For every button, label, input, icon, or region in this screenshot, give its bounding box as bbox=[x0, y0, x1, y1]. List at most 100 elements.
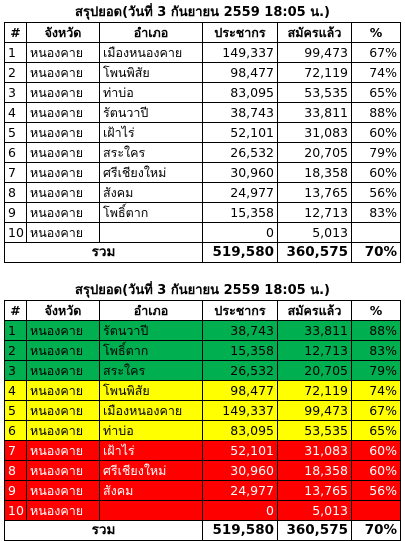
data-row: 3 หนองคาย ท่าบ่อ 83,095 53,535 65% bbox=[4, 82, 402, 103]
table-cell: 56% bbox=[350, 182, 402, 203]
table-cell: 149,337 bbox=[202, 400, 278, 421]
data-row: 1 หนองคาย เมืองหนองคาย 149,337 99,473 67% bbox=[4, 42, 402, 63]
total-label: รวม bbox=[4, 242, 203, 263]
table-cell: เฝ้าไร่ bbox=[99, 440, 203, 461]
table-cell: 15,358 bbox=[202, 340, 278, 361]
table-cell: 60% bbox=[350, 162, 402, 183]
table-cell: สระใคร bbox=[99, 360, 203, 381]
table-cell: 67% bbox=[350, 400, 402, 421]
table-cell: 5,013 bbox=[277, 222, 352, 243]
table-title: สรุปยอด(วันที่ 3 กันยายน 2559 18:05 น.) bbox=[75, 5, 330, 20]
table-cell: 5 bbox=[4, 122, 27, 143]
table-cell: 20,705 bbox=[277, 360, 352, 381]
column-header: จังหวัด bbox=[26, 300, 100, 321]
table-cell: 38,743 bbox=[202, 320, 278, 341]
table-cell: หนองคาย bbox=[26, 102, 100, 123]
table-cell: 65% bbox=[350, 82, 402, 103]
table-cell: 15,358 bbox=[202, 202, 278, 223]
table-cell: 33,811 bbox=[277, 102, 352, 123]
table-cell: เฝ้าไร่ bbox=[99, 122, 203, 143]
total-cell: 519,580 bbox=[202, 242, 278, 263]
table-cell: 33,811 bbox=[277, 320, 352, 341]
table-cell: 52,101 bbox=[202, 122, 278, 143]
table-cell: 52,101 bbox=[202, 440, 278, 461]
data-row: 6 หนองคาย สระใคร 26,532 20,705 79% bbox=[4, 142, 402, 163]
table-cell: 5,013 bbox=[277, 500, 352, 521]
table-cell: 18,358 bbox=[277, 460, 352, 481]
table-cell: หนองคาย bbox=[26, 340, 100, 361]
table-cell: หนองคาย bbox=[26, 320, 100, 341]
table-cell: เมืองหนองคาย bbox=[99, 42, 203, 63]
data-row: 10 หนองคาย 0 5,013 bbox=[4, 222, 402, 243]
table-cell: 72,119 bbox=[277, 380, 352, 401]
total-cell: 70% bbox=[350, 242, 402, 263]
table-cell: 83% bbox=[350, 202, 402, 223]
table-cell: หนองคาย bbox=[26, 360, 100, 381]
column-header: % bbox=[350, 300, 402, 321]
total-cell: 360,575 bbox=[277, 520, 352, 541]
table-cell: รัตนวาปี bbox=[99, 102, 203, 123]
table-cell: หนองคาย bbox=[26, 222, 100, 243]
table-cell: 74% bbox=[350, 380, 402, 401]
table-cell: หนองคาย bbox=[26, 202, 100, 223]
table-cell: 20,705 bbox=[277, 142, 352, 163]
table-cell: 12,713 bbox=[277, 340, 352, 361]
data-row: 6 หนองคาย ท่าบ่อ 83,095 53,535 65% bbox=[4, 420, 402, 441]
table-cell: สระใคร bbox=[99, 142, 203, 163]
table-cell: โพธิ์ตาก bbox=[99, 202, 203, 223]
column-header: สมัครแล้ว bbox=[277, 22, 352, 43]
table-cell: 60% bbox=[350, 122, 402, 143]
table-cell: 67% bbox=[350, 42, 402, 63]
data-row: 5 หนองคาย เมืองหนองคาย 149,337 99,473 67% bbox=[4, 400, 402, 421]
table-cell: 98,477 bbox=[202, 380, 278, 401]
table-cell: 7 bbox=[4, 440, 27, 461]
table-cell: หนองคาย bbox=[26, 480, 100, 501]
table-cell: 31,083 bbox=[277, 440, 352, 461]
table-cell: 53,535 bbox=[277, 420, 352, 441]
column-header: % bbox=[350, 22, 402, 43]
table-cell: 2 bbox=[4, 62, 27, 83]
table-cell: หนองคาย bbox=[26, 440, 100, 461]
data-row: 8 หนองคาย สังคม 24,977 13,765 56% bbox=[4, 182, 402, 203]
table-cell: โพธิ์ตาก bbox=[99, 340, 203, 361]
table-cell: 60% bbox=[350, 460, 402, 481]
table-cell: 9 bbox=[4, 480, 27, 501]
table-cell: ศรีเชียงใหม่ bbox=[99, 460, 203, 481]
table-cell: 6 bbox=[4, 142, 27, 163]
table-cell: 24,977 bbox=[202, 480, 278, 501]
table-cell: เมืองหนองคาย bbox=[99, 400, 203, 421]
data-table: สรุปยอด(วันที่ 3 กันยายน 2559 18:05 น.) #… bbox=[4, 281, 402, 541]
table-cell: 88% bbox=[350, 320, 402, 341]
table-cell: 6 bbox=[4, 420, 27, 441]
table-cell: หนองคาย bbox=[26, 162, 100, 183]
table-block: สรุปยอด(วันที่ 3 กันยายน 2559 18:05 น.) #… bbox=[4, 3, 402, 263]
table-cell: หนองคาย bbox=[26, 400, 100, 421]
table-cell: 30,960 bbox=[202, 460, 278, 481]
table-cell: 79% bbox=[350, 142, 402, 163]
table-cell: 99,473 bbox=[277, 42, 352, 63]
table-cell: 1 bbox=[4, 42, 27, 63]
column-header: อำเภอ bbox=[99, 22, 203, 43]
table-cell: 149,337 bbox=[202, 42, 278, 63]
table-cell: 4 bbox=[4, 102, 27, 123]
table-cell: 0 bbox=[202, 222, 278, 243]
table-cell: หนองคาย bbox=[26, 42, 100, 63]
table-cell: 7 bbox=[4, 162, 27, 183]
title-row: สรุปยอด(วันที่ 3 กันยายน 2559 18:05 น.) bbox=[5, 3, 401, 23]
table-cell: 13,765 bbox=[277, 182, 352, 203]
data-row: 1 หนองคาย รัตนวาปี 38,743 33,811 88% bbox=[4, 320, 402, 341]
total-row: รวม 519,580 360,575 70% bbox=[4, 520, 402, 541]
column-header: ประชากร bbox=[202, 300, 278, 321]
data-row: 9 หนองคาย โพธิ์ตาก 15,358 12,713 83% bbox=[4, 202, 402, 223]
data-row: 4 หนองคาย โพนพิสัย 98,477 72,119 74% bbox=[4, 380, 402, 401]
table-cell: หนองคาย bbox=[26, 380, 100, 401]
table-cell bbox=[99, 222, 203, 243]
table-cell: 56% bbox=[350, 480, 402, 501]
table-cell: 79% bbox=[350, 360, 402, 381]
table-cell: 72,119 bbox=[277, 62, 352, 83]
column-header: จังหวัด bbox=[26, 22, 100, 43]
total-label: รวม bbox=[4, 520, 203, 541]
table-cell: 30,960 bbox=[202, 162, 278, 183]
data-row: 2 หนองคาย โพนพิสัย 98,477 72,119 74% bbox=[4, 62, 402, 83]
